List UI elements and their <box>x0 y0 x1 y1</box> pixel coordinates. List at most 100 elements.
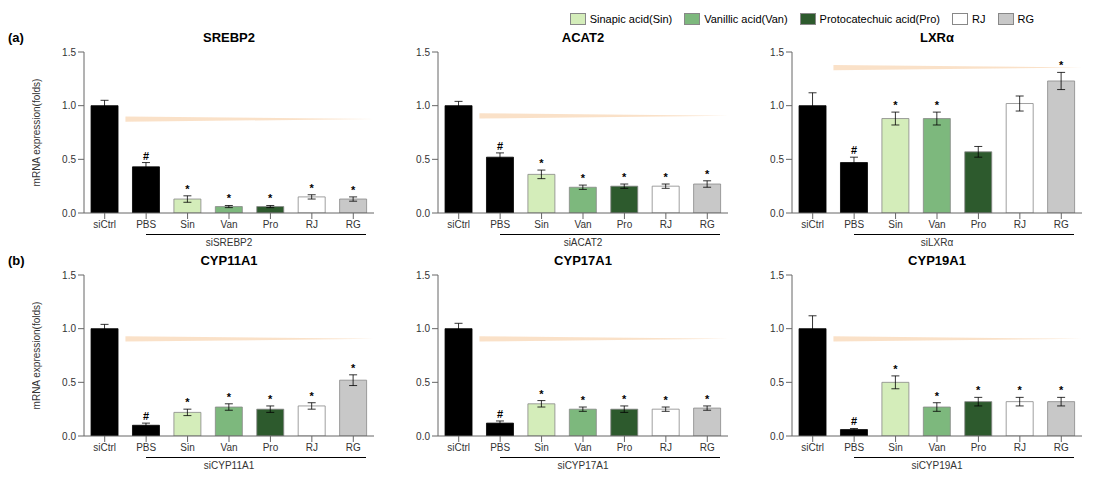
svg-text:#: # <box>497 408 503 420</box>
svg-text:RJ: RJ <box>660 442 672 453</box>
svg-text:Van: Van <box>574 442 591 453</box>
svg-text:#: # <box>143 150 149 162</box>
svg-text:RG: RG <box>346 219 361 230</box>
svg-text:Van: Van <box>220 442 237 453</box>
svg-text:Sin: Sin <box>534 219 548 230</box>
svg-text:*: * <box>1059 384 1064 396</box>
svg-text:0.0: 0.0 <box>416 208 430 219</box>
svg-text:#: # <box>143 410 149 422</box>
svg-text:*: * <box>622 171 627 183</box>
svg-text:0.5: 0.5 <box>62 154 76 165</box>
svg-text:#: # <box>497 140 503 152</box>
svg-text:siCtrl: siCtrl <box>93 442 116 453</box>
svg-text:siCtrl: siCtrl <box>447 219 470 230</box>
svg-text:0.0: 0.0 <box>62 208 76 219</box>
svg-text:*: * <box>581 394 586 406</box>
svg-text:0.5: 0.5 <box>770 154 784 165</box>
svg-text:RG: RG <box>346 442 361 453</box>
svg-text:Sin: Sin <box>180 219 194 230</box>
svg-text:1.5: 1.5 <box>770 47 784 58</box>
svg-text:0.5: 0.5 <box>62 377 76 388</box>
svg-text:0.0: 0.0 <box>770 208 784 219</box>
svg-text:1.5: 1.5 <box>62 47 76 58</box>
svg-text:RJ: RJ <box>1014 219 1026 230</box>
svg-text:Sin: Sin <box>888 442 902 453</box>
svg-text:*: * <box>185 183 190 195</box>
svg-text:Sin: Sin <box>888 219 902 230</box>
svg-text:PBS: PBS <box>490 219 510 230</box>
svg-text:*: * <box>268 393 273 405</box>
svg-text:*: * <box>893 99 898 111</box>
svg-text:0.0: 0.0 <box>62 431 76 442</box>
svg-text:Van: Van <box>574 219 591 230</box>
svg-text:*: * <box>705 393 710 405</box>
svg-text:*: * <box>935 99 940 111</box>
svg-text:siCtrl: siCtrl <box>93 219 116 230</box>
svg-text:Sin: Sin <box>180 442 194 453</box>
svg-text:PBS: PBS <box>844 219 864 230</box>
svg-text:*: * <box>268 192 273 204</box>
svg-text:*: * <box>664 171 669 183</box>
svg-text:0.0: 0.0 <box>416 431 430 442</box>
svg-text:Sin: Sin <box>534 442 548 453</box>
svg-text:Pro: Pro <box>263 442 279 453</box>
svg-text:*: * <box>310 182 315 194</box>
svg-text:*: * <box>539 388 544 400</box>
svg-text:1.5: 1.5 <box>62 270 76 281</box>
svg-text:PBS: PBS <box>490 442 510 453</box>
svg-text:0.0: 0.0 <box>770 431 784 442</box>
svg-text:mRNA expression(folds): mRNA expression(folds) <box>32 79 42 187</box>
svg-text:siCtrl: siCtrl <box>447 442 470 453</box>
svg-text:0.5: 0.5 <box>416 154 430 165</box>
svg-text:PBS: PBS <box>136 442 156 453</box>
svg-text:*: * <box>935 390 940 402</box>
svg-text:siCtrl: siCtrl <box>801 219 824 230</box>
svg-text:0.5: 0.5 <box>416 377 430 388</box>
svg-text:#: # <box>851 415 857 427</box>
svg-text:*: * <box>227 192 232 204</box>
svg-text:*: * <box>1018 384 1023 396</box>
svg-text:0.5: 0.5 <box>770 377 784 388</box>
svg-text:RJ: RJ <box>1014 442 1026 453</box>
svg-text:1.5: 1.5 <box>416 270 430 281</box>
svg-text:1.5: 1.5 <box>770 270 784 281</box>
svg-text:Pro: Pro <box>971 442 987 453</box>
svg-text:1.0: 1.0 <box>416 100 430 111</box>
svg-text:*: * <box>976 384 981 396</box>
svg-text:RJ: RJ <box>306 219 318 230</box>
svg-text:*: * <box>581 172 586 184</box>
svg-text:Pro: Pro <box>617 442 633 453</box>
svg-text:*: * <box>351 362 356 374</box>
svg-text:1.5: 1.5 <box>416 47 430 58</box>
svg-text:*: * <box>893 363 898 375</box>
svg-text:*: * <box>351 184 356 196</box>
svg-text:RJ: RJ <box>306 442 318 453</box>
svg-text:RJ: RJ <box>660 219 672 230</box>
svg-text:Van: Van <box>220 219 237 230</box>
svg-text:Van: Van <box>928 442 945 453</box>
svg-text:1.0: 1.0 <box>770 100 784 111</box>
svg-text:*: * <box>185 396 190 408</box>
svg-text:RG: RG <box>1054 219 1069 230</box>
svg-text:1.0: 1.0 <box>770 323 784 334</box>
svg-text:*: * <box>664 394 669 406</box>
svg-text:RG: RG <box>1054 442 1069 453</box>
svg-text:Pro: Pro <box>971 219 987 230</box>
svg-text:*: * <box>227 391 232 403</box>
svg-text:*: * <box>705 168 710 180</box>
svg-text:#: # <box>851 144 857 156</box>
svg-text:siCtrl: siCtrl <box>801 442 824 453</box>
svg-text:Pro: Pro <box>263 219 279 230</box>
svg-text:*: * <box>1059 59 1064 71</box>
svg-text:RG: RG <box>700 219 715 230</box>
svg-text:mRNA expression(folds): mRNA expression(folds) <box>32 302 42 410</box>
svg-text:1.0: 1.0 <box>416 323 430 334</box>
svg-text:1.0: 1.0 <box>62 100 76 111</box>
svg-text:*: * <box>539 157 544 169</box>
svg-text:*: * <box>622 393 627 405</box>
svg-text:RG: RG <box>700 442 715 453</box>
svg-text:PBS: PBS <box>136 219 156 230</box>
svg-text:1.0: 1.0 <box>62 323 76 334</box>
svg-text:*: * <box>310 390 315 402</box>
svg-text:PBS: PBS <box>844 442 864 453</box>
